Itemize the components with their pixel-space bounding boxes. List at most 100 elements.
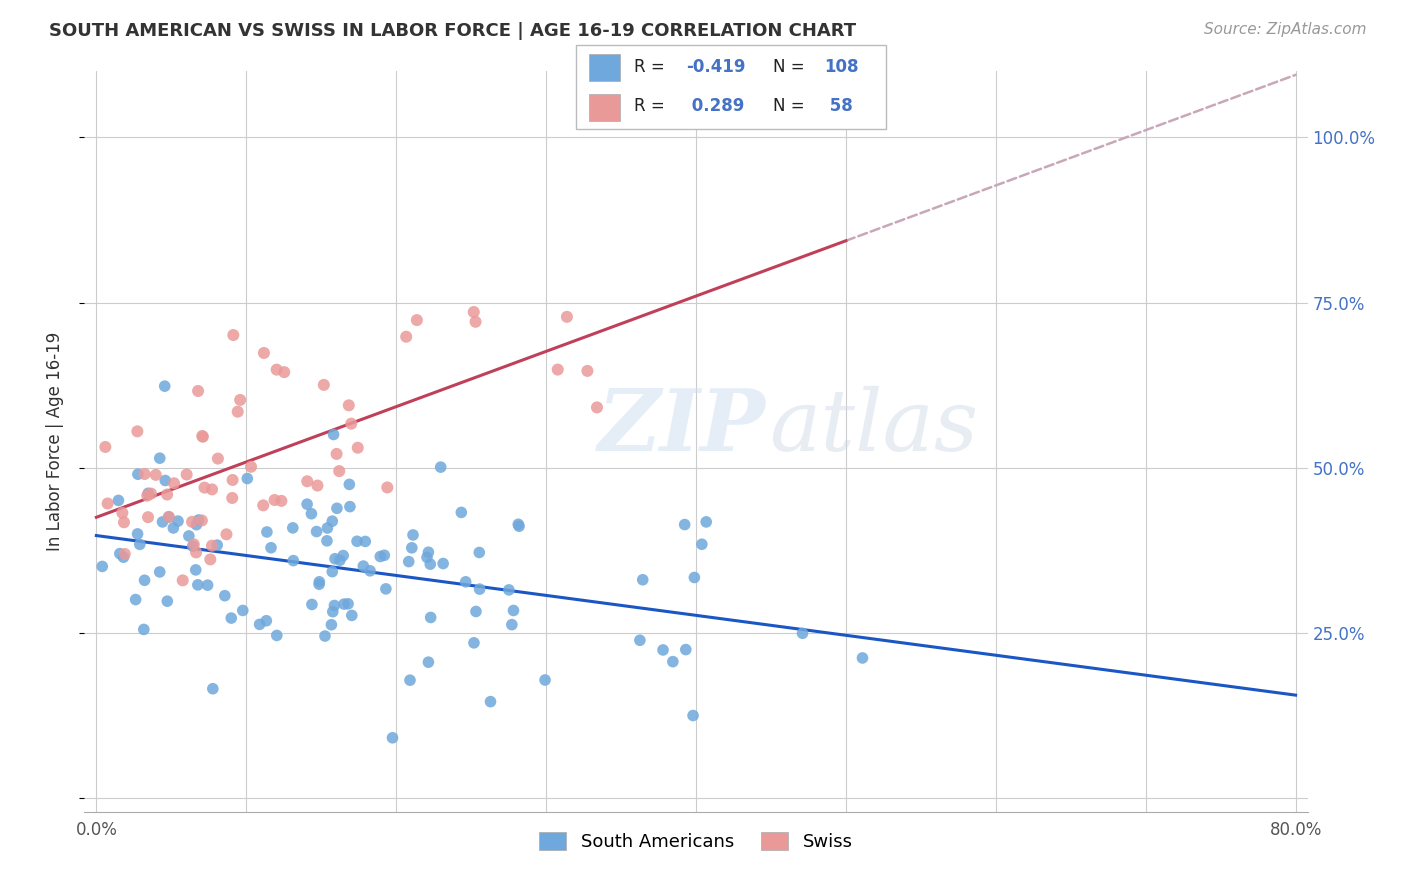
Point (153, 379, 176, 393)
Point (297, 475, 319, 489)
Point (359, 564, 381, 578)
Point (252, 499, 274, 513)
Point (156, 487, 179, 501)
Point (163, 476, 186, 491)
Point (329, 553, 352, 567)
Point (340, 608, 363, 623)
Point (254, 614, 277, 628)
Point (145, 467, 167, 482)
Point (576, 364, 599, 378)
Point (249, 617, 271, 632)
Point (322, 427, 344, 442)
Point (156, 594, 179, 608)
Point (134, 467, 156, 481)
Point (149, 451, 172, 466)
Point (450, 505, 472, 519)
Point (108, 547, 131, 561)
Point (132, 623, 155, 637)
Text: 108: 108 (824, 59, 859, 77)
Point (184, 545, 207, 559)
Point (321, 617, 343, 632)
Point (322, 605, 344, 619)
Y-axis label: In Labor Force | Age 16-19: In Labor Force | Age 16-19 (45, 332, 63, 551)
Point (177, 529, 200, 543)
Point (136, 486, 159, 500)
Point (136, 510, 159, 524)
Point (221, 491, 243, 505)
Text: 58: 58 (824, 97, 852, 115)
Point (266, 362, 288, 376)
Point (191, 513, 214, 527)
FancyBboxPatch shape (576, 45, 886, 129)
Point (337, 597, 360, 611)
Point (305, 524, 328, 539)
Point (463, 636, 485, 650)
Point (181, 539, 204, 553)
Point (128, 537, 150, 551)
Point (308, 574, 330, 589)
Legend: South Americans, Swiss: South Americans, Swiss (531, 824, 860, 858)
Text: ZIP: ZIP (598, 385, 766, 468)
Text: -0.419: -0.419 (686, 59, 745, 77)
Point (283, 553, 305, 567)
Point (201, 483, 224, 497)
Text: N =: N = (773, 59, 810, 77)
Point (201, 681, 224, 696)
Point (340, 417, 363, 431)
Text: N =: N = (773, 97, 810, 115)
Point (398, 555, 420, 569)
Point (333, 597, 356, 611)
Point (301, 598, 323, 612)
Point (675, 642, 697, 657)
Point (187, 513, 209, 527)
Point (419, 557, 441, 571)
Point (127, 467, 149, 482)
Point (266, 628, 288, 642)
Point (401, 541, 423, 555)
Point (682, 708, 704, 723)
Text: R =: R = (634, 97, 669, 115)
Point (136, 489, 159, 503)
Point (253, 346, 276, 360)
Point (323, 551, 346, 566)
Point (226, 405, 249, 419)
Point (673, 517, 696, 532)
Text: Source: ZipAtlas.com: Source: ZipAtlas.com (1204, 22, 1367, 37)
Point (316, 533, 339, 548)
Text: R =: R = (634, 59, 669, 77)
Point (373, 549, 395, 563)
Point (111, 506, 134, 520)
Point (851, 651, 873, 665)
Point (468, 545, 491, 559)
Point (127, 527, 149, 541)
Point (183, 537, 205, 551)
Point (375, 480, 398, 494)
Point (631, 573, 654, 587)
Point (501, 617, 523, 632)
Point (229, 392, 252, 407)
Point (152, 515, 174, 529)
Point (191, 429, 214, 443)
Point (321, 565, 343, 579)
Point (332, 549, 354, 563)
Point (112, 550, 135, 565)
Point (690, 537, 713, 551)
Point (127, 425, 149, 439)
Point (463, 305, 485, 319)
Point (381, 731, 404, 745)
Point (139, 486, 162, 500)
Point (232, 603, 254, 617)
Point (197, 578, 219, 592)
Point (418, 545, 440, 559)
Point (97, 496, 120, 510)
Point (201, 539, 224, 553)
Point (172, 574, 194, 588)
Point (419, 610, 441, 624)
FancyBboxPatch shape (589, 54, 620, 81)
Point (236, 471, 259, 485)
Point (222, 328, 245, 343)
Point (416, 550, 439, 565)
Point (464, 315, 486, 329)
Point (301, 507, 323, 521)
Point (167, 514, 190, 528)
